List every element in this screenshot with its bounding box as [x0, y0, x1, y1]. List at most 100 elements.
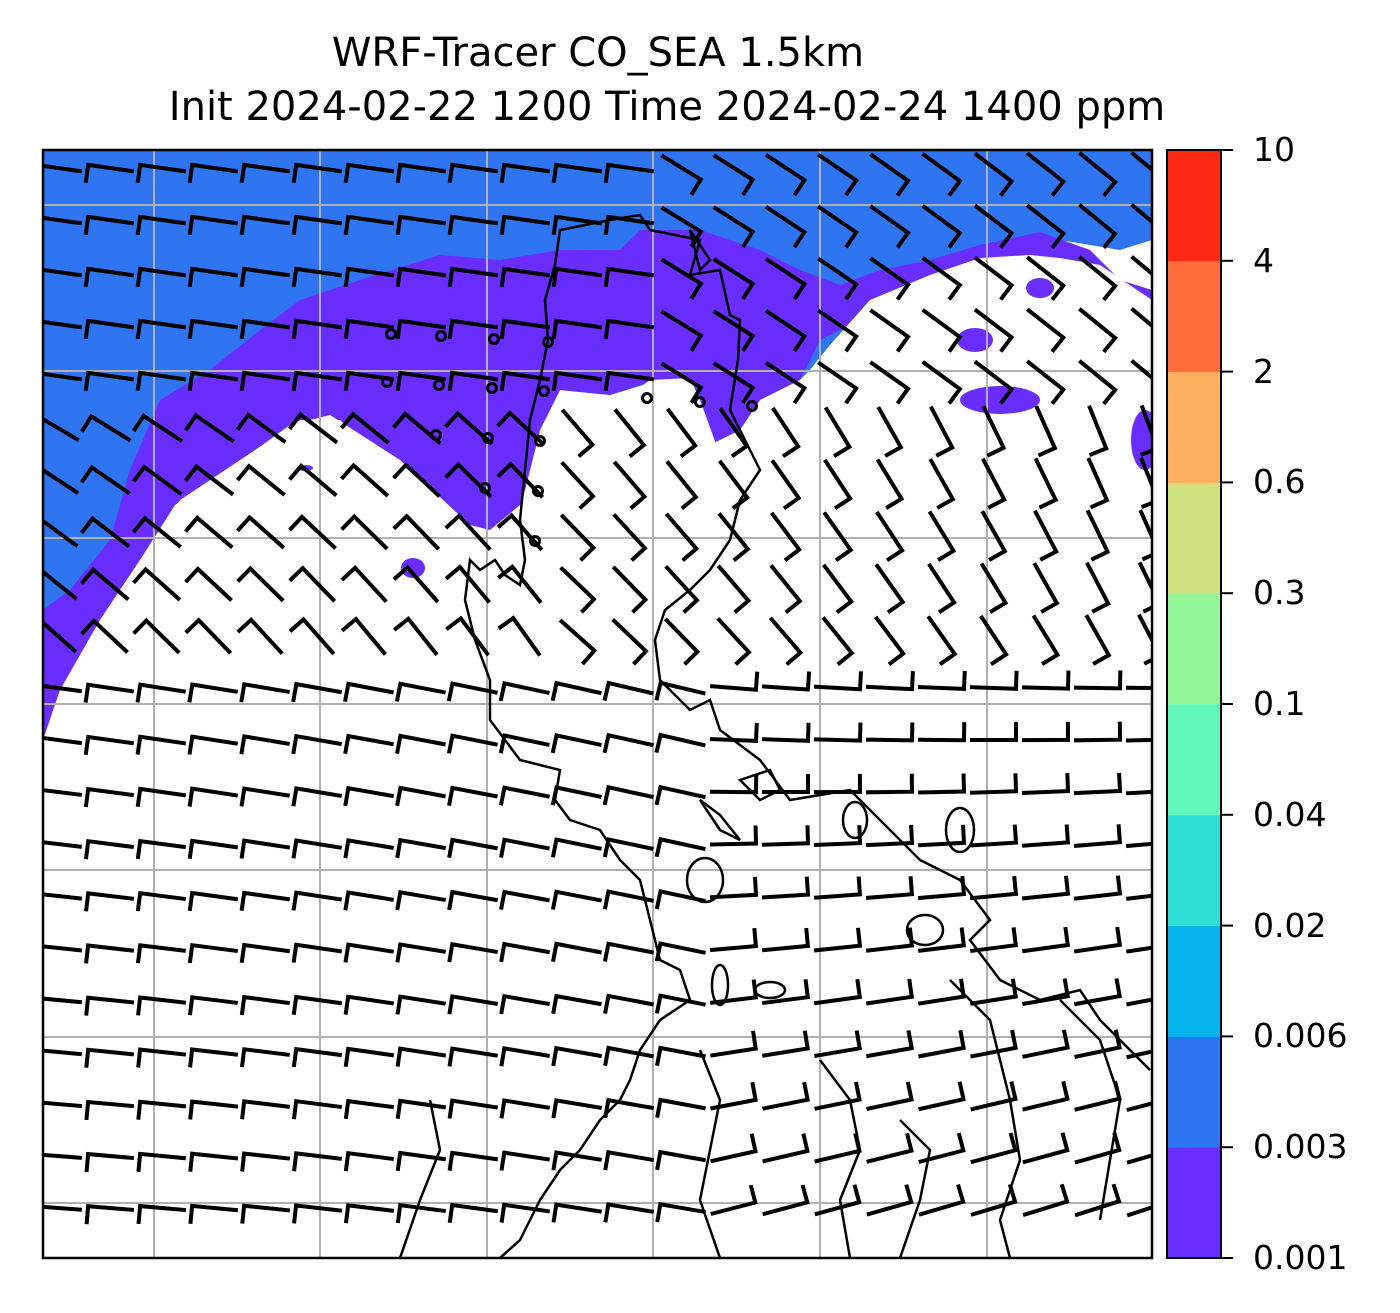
wind-barb: [813, 825, 863, 847]
wind-barb: [291, 838, 342, 859]
wind-barb: [446, 733, 498, 754]
wind-barb: [660, 257, 704, 300]
wind-barb: [1125, 737, 1152, 743]
wind-barb: [654, 941, 706, 962]
wind-barb: [288, 616, 336, 656]
wind-barb: [822, 511, 854, 562]
wind-barb: [969, 670, 1019, 691]
wind-barb: [343, 318, 395, 340]
wind-barb: [559, 565, 597, 614]
wind-barb: [709, 927, 759, 953]
wind-barb: [716, 564, 752, 614]
wind-barb: [761, 825, 811, 847]
wind-barb: [499, 1098, 550, 1119]
wind-barb: [392, 564, 440, 604]
wind-barb: [239, 994, 291, 1016]
wind-barb: [551, 214, 603, 236]
wind-barb: [813, 671, 864, 692]
wind-barb: [603, 1097, 655, 1119]
wind-barb: [135, 943, 187, 964]
wind-barb: [813, 722, 863, 743]
tracer-blob: [401, 558, 425, 578]
wind-barb: [551, 1150, 602, 1171]
calm-marker: [542, 336, 554, 348]
colorbar-segment: [1167, 814, 1221, 927]
wind-barb: [392, 513, 441, 551]
wind-barb: [613, 408, 647, 459]
wind-barb: [43, 416, 80, 442]
wind-barb: [80, 464, 131, 496]
wind-barb: [292, 1151, 343, 1172]
wind-barb: [395, 994, 446, 1015]
wind-barb: [1078, 255, 1118, 302]
wind-barb: [447, 785, 498, 806]
wind-barb: [1126, 1101, 1152, 1112]
wind-barb: [135, 266, 187, 288]
wind-barb: [291, 786, 343, 807]
calm-marker: [482, 432, 494, 444]
wind-barb: [709, 825, 759, 847]
map-frame: [41, 148, 1154, 1260]
calm-marker: [532, 485, 544, 497]
wind-barb: [869, 152, 911, 197]
wind-barb: [865, 1030, 915, 1059]
wind-barb: [718, 407, 750, 458]
wind-barb: [970, 1132, 1018, 1165]
wind-barb: [712, 205, 756, 249]
calm-marker: [746, 400, 758, 412]
wind-barb: [655, 1045, 706, 1066]
wind-barb: [239, 214, 291, 236]
calm-marker: [486, 382, 498, 394]
wind-barb: [771, 406, 801, 458]
wind-barb: [340, 513, 389, 551]
wind-barb: [239, 890, 291, 911]
wind-barb: [712, 361, 756, 405]
colorbar-segment: [1167, 150, 1221, 262]
wind-barb: [817, 256, 859, 301]
wind-barb: [865, 978, 915, 1006]
wind-barb: [1130, 255, 1152, 277]
wind-barb: [343, 1203, 395, 1224]
wind-barb: [392, 615, 439, 657]
wind-barb: [43, 1100, 83, 1109]
wind-barb: [239, 1047, 291, 1068]
colorbar-tick-label: 0.001: [1253, 1238, 1348, 1277]
wind-barb: [187, 214, 239, 236]
calm-marker: [479, 482, 491, 494]
wind-barb: [395, 1098, 447, 1119]
wind-barb: [43, 215, 83, 226]
wind-barb: [395, 785, 446, 807]
wind-barb: [551, 370, 603, 392]
wind-barb: [498, 681, 550, 702]
wind-barb: [875, 458, 905, 510]
wind-barb: [239, 370, 291, 392]
wind-barb: [43, 892, 83, 901]
wind-barb: [496, 461, 545, 499]
wind-barb: [343, 890, 394, 911]
wind-barb: [762, 1081, 810, 1111]
wind-barb: [709, 722, 759, 743]
wind-barb: [446, 681, 498, 702]
wind-barb: [43, 840, 83, 849]
wind-barb: [496, 410, 545, 446]
wind-barb: [917, 722, 967, 743]
wind-barb: [444, 512, 492, 552]
wind-barb: [499, 993, 551, 1015]
wind-barb: [1073, 670, 1123, 691]
wind-barb: [135, 838, 187, 860]
colorbar-segment: [1167, 925, 1221, 1037]
wind-barb: [717, 512, 751, 563]
colorbar-tick-label: 0.006: [1253, 1016, 1348, 1056]
wind-barb: [1022, 1183, 1070, 1218]
wind-barb: [43, 735, 83, 746]
wind-barb: [291, 942, 343, 963]
wind-barb: [981, 405, 1007, 458]
wind-barb: [83, 682, 135, 703]
wind-barb: [83, 370, 135, 392]
calm-marker: [381, 376, 393, 388]
wind-barb: [447, 318, 499, 340]
wind-barb: [43, 1048, 83, 1057]
wind-barb: [654, 732, 706, 754]
wind-barb: [1085, 561, 1111, 614]
calm-marker: [430, 429, 442, 441]
